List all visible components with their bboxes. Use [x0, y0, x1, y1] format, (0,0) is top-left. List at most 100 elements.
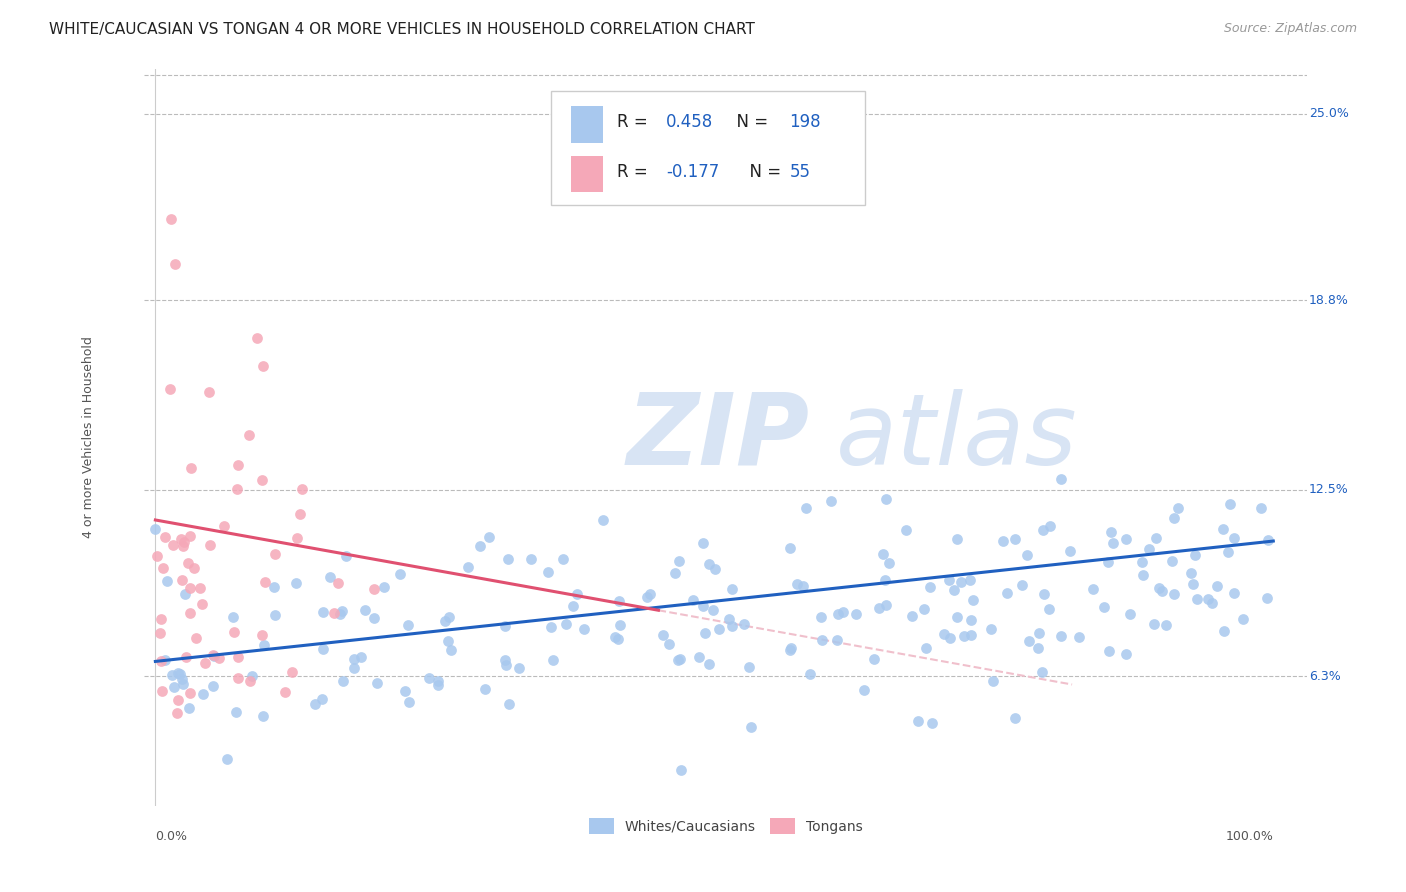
- Point: [915, 641, 938, 656]
- Point: [1144, 532, 1167, 546]
- Point: [180, 461, 202, 475]
- Point: [939, 631, 962, 645]
- Point: [845, 607, 868, 622]
- Point: [1015, 548, 1038, 562]
- Point: [541, 653, 564, 667]
- Point: [1185, 592, 1208, 607]
- Point: [669, 652, 692, 666]
- Point: [537, 565, 560, 579]
- Point: [495, 657, 517, 672]
- Point: [160, 212, 183, 227]
- Point: [658, 637, 681, 651]
- Point: [191, 597, 214, 611]
- Point: [962, 593, 984, 607]
- Point: [152, 561, 174, 575]
- Point: [179, 581, 201, 595]
- Point: [603, 630, 626, 644]
- Point: [697, 657, 720, 671]
- Point: [946, 610, 969, 624]
- Point: [198, 538, 221, 552]
- Point: [366, 675, 388, 690]
- Point: [551, 552, 574, 566]
- Point: [1092, 599, 1115, 614]
- Point: [494, 618, 516, 632]
- Point: [1102, 536, 1125, 550]
- Point: [960, 628, 983, 642]
- Text: 6.3%: 6.3%: [1309, 670, 1341, 683]
- Point: [721, 618, 744, 632]
- Point: [398, 695, 420, 709]
- Point: [332, 673, 354, 688]
- Point: [440, 642, 463, 657]
- Point: [264, 547, 287, 561]
- Point: [311, 605, 333, 619]
- Point: [373, 580, 395, 594]
- Point: [253, 638, 276, 652]
- Text: 12.5%: 12.5%: [1309, 483, 1348, 496]
- Point: [875, 492, 897, 507]
- Point: [172, 574, 194, 588]
- Point: [1149, 581, 1171, 595]
- Point: [165, 257, 187, 271]
- Point: [1160, 554, 1182, 568]
- Point: [1250, 500, 1272, 515]
- Point: [1130, 555, 1153, 569]
- Legend: Whites/Caucasians, Tongans: Whites/Caucasians, Tongans: [583, 813, 868, 839]
- Point: [146, 549, 169, 563]
- Point: [946, 532, 969, 546]
- FancyBboxPatch shape: [551, 91, 865, 205]
- Point: [1150, 584, 1173, 599]
- Point: [862, 652, 884, 666]
- Point: [342, 652, 364, 666]
- Point: [993, 534, 1015, 549]
- Point: [1184, 549, 1206, 563]
- Point: [153, 530, 176, 544]
- Point: [240, 669, 263, 683]
- Text: 25.0%: 25.0%: [1309, 107, 1348, 120]
- Point: [959, 574, 981, 588]
- Point: [226, 671, 249, 685]
- Text: 198: 198: [789, 113, 821, 131]
- Point: [574, 622, 596, 636]
- Point: [498, 697, 520, 711]
- Point: [811, 632, 834, 647]
- Text: N =: N =: [725, 113, 773, 131]
- Text: 100.0%: 100.0%: [1226, 830, 1274, 843]
- Point: [177, 556, 200, 570]
- Point: [1039, 518, 1062, 533]
- Point: [350, 650, 373, 665]
- Point: [208, 651, 231, 665]
- Point: [150, 684, 173, 698]
- Point: [457, 560, 479, 574]
- Point: [896, 523, 918, 537]
- Point: [950, 575, 973, 590]
- Point: [326, 576, 349, 591]
- Point: [285, 576, 308, 591]
- Point: [304, 697, 326, 711]
- Point: [217, 752, 239, 766]
- Point: [150, 654, 173, 668]
- Point: [1097, 555, 1119, 569]
- Text: atlas: atlas: [837, 389, 1077, 486]
- Point: [1132, 568, 1154, 582]
- Point: [183, 560, 205, 574]
- Text: 4 or more Vehicles in Household: 4 or more Vehicles in Household: [82, 336, 94, 538]
- Point: [1163, 510, 1185, 524]
- Point: [149, 612, 172, 626]
- Point: [253, 574, 276, 589]
- Point: [702, 602, 724, 616]
- Point: [1098, 644, 1121, 658]
- Point: [703, 561, 725, 575]
- Point: [172, 677, 194, 691]
- Point: [827, 607, 849, 621]
- Point: [733, 617, 755, 632]
- Point: [169, 667, 191, 681]
- Point: [1049, 471, 1071, 485]
- Point: [162, 668, 184, 682]
- Point: [981, 673, 1004, 688]
- Point: [942, 582, 965, 597]
- Point: [953, 629, 976, 643]
- Point: [1154, 618, 1177, 632]
- Point: [638, 587, 661, 601]
- Point: [1180, 566, 1202, 580]
